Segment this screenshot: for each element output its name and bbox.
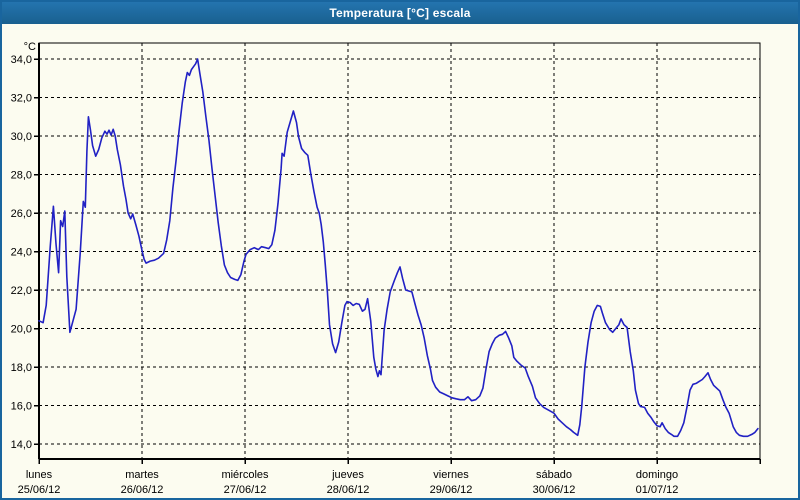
temperature-chart: 34,0 32,0 30,0 28,0 26,0 24,0 22,0 20,0 18,0 16,0… xyxy=(11,41,761,496)
x-axis-date-label: 28/06/12 xyxy=(327,484,370,496)
y-axis-tick-label: 24,0 xyxy=(11,247,32,259)
x-axis-date-label: 30/06/12 xyxy=(533,484,576,496)
x-axis-date-label: 25/06/12 xyxy=(18,484,61,496)
x-axis-day-label: domingo xyxy=(636,469,678,481)
x-axis-date-label: 01/07/12 xyxy=(636,484,679,496)
y-axis-tick-label: 28,0 xyxy=(11,170,32,182)
y-axis-unit-label: °C xyxy=(24,41,36,53)
y-axis-tick-label: 18,0 xyxy=(11,362,32,374)
x-axis-day-label: lunes xyxy=(26,469,53,481)
x-axis-day-label: viernes xyxy=(433,469,469,481)
x-axis-day-label: sábado xyxy=(536,469,572,481)
y-axis-tick-label: 26,0 xyxy=(11,208,32,220)
x-axis-date-label: 26/06/12 xyxy=(121,484,164,496)
chart-area: 34,0 32,0 30,0 28,0 26,0 24,0 22,0 20,0 18,0 16,0… xyxy=(2,24,798,498)
y-axis-tick-label: 22,0 xyxy=(11,285,32,297)
temperature-series-line xyxy=(38,58,759,438)
y-axis-tick-label: 14,0 xyxy=(11,439,32,451)
x-axis-date-label: 29/06/12 xyxy=(430,484,473,496)
y-axis-tick-label: 32,0 xyxy=(11,93,32,105)
x-axis-date-label: 27/06/12 xyxy=(224,484,267,496)
window-title-bar: Temperatura [°C] escala xyxy=(2,2,798,24)
x-axis-day-label: miércoles xyxy=(221,469,269,481)
x-axis-day-label: martes xyxy=(125,469,159,481)
y-axis-tick-label: 30,0 xyxy=(11,131,32,143)
y-axis-tick-label: 16,0 xyxy=(11,401,32,413)
y-axis-tick-label: 34,0 xyxy=(11,54,32,66)
window-title: Temperatura [°C] escala xyxy=(329,6,471,20)
x-axis-day-label: jueves xyxy=(331,469,364,481)
y-axis-tick-label: 20,0 xyxy=(11,324,32,336)
